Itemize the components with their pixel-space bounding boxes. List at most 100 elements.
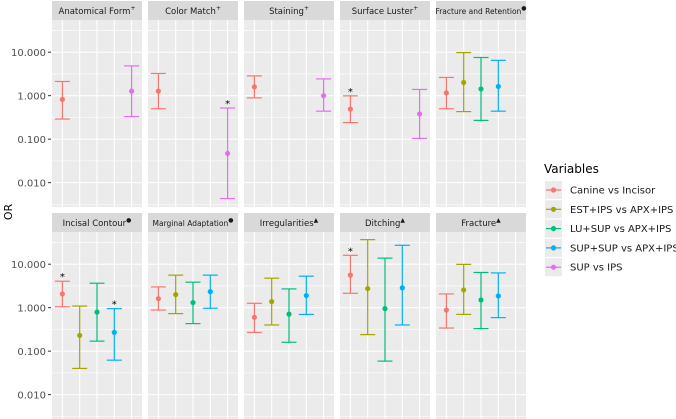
facet-title-marker: ▲ — [314, 217, 319, 224]
facet-title-marker: + — [130, 5, 135, 12]
facet-panel: Incisal Contour● * * — [52, 213, 142, 419]
legend-item: SUP+SUP vs APX+IPS — [545, 238, 676, 257]
legend-key-point — [550, 245, 557, 251]
odds-ratio-point — [190, 299, 196, 306]
facet-strip — [436, 1, 526, 20]
legend-label: SUP vs IPS — [570, 263, 623, 274]
odds-ratio-point — [111, 329, 117, 335]
facet-strip — [148, 1, 238, 20]
facet-title: Incisal Contour● — [63, 217, 132, 229]
odds-ratio-point — [207, 289, 213, 295]
errorbar-2 — [377, 257, 393, 362]
facet-title-marker: + — [216, 5, 221, 12]
y-tick-label: 0.010 — [17, 179, 46, 190]
odds-ratio-point — [478, 86, 484, 92]
errorbar-0 — [150, 286, 166, 311]
facet-panel: Fracture▲ — [436, 213, 526, 419]
facet-title: Staining+ — [269, 5, 309, 17]
facet-strip — [148, 213, 238, 232]
odds-ratio-point — [382, 306, 388, 312]
odds-ratio-point — [59, 96, 65, 103]
errorbar-0 — [438, 76, 454, 110]
odds-ratio-point — [443, 307, 449, 313]
legend-key-point — [550, 264, 557, 270]
errorbar-3: * — [106, 300, 122, 361]
errorbar-1 — [264, 277, 280, 326]
errorbar-1 — [456, 263, 472, 316]
significance-star: * — [225, 99, 230, 110]
facet-title-marker: ▲ — [496, 217, 501, 224]
odds-ratio-point — [461, 79, 467, 86]
legend-item: Canine vs Incisor — [545, 181, 656, 199]
errorbar-1 — [456, 51, 472, 113]
errorbar-2 — [473, 271, 489, 330]
errorbar-2 — [281, 288, 297, 343]
legend-title: Variables — [544, 162, 599, 176]
legend-key-point — [550, 187, 557, 193]
significance-star: * — [60, 272, 65, 283]
odds-ratio-point — [443, 90, 449, 96]
significance-star: * — [112, 300, 117, 311]
facet-title: Fracture and Retention● — [435, 5, 526, 16]
odds-ratio-point — [461, 287, 467, 293]
errorbar-3 — [490, 59, 506, 112]
errorbar-2 — [185, 281, 201, 325]
facet-panel: Ditching▲ * — [340, 213, 430, 419]
y-tick-label: 1.000 — [17, 92, 46, 103]
odds-ratio-point — [251, 314, 257, 320]
facet-panel: Staining+ — [244, 1, 334, 207]
legend-label: LU+SUP vs APX+IPS — [570, 224, 671, 235]
facet-panel: Anatomical Form+ — [52, 1, 142, 207]
odds-ratio-point — [59, 291, 65, 297]
legend-key-point — [550, 206, 557, 212]
errorbar-3 — [202, 274, 218, 309]
errorbar-0 — [438, 293, 454, 329]
y-tick-label: 1.000 — [17, 304, 46, 315]
facet-strip — [340, 213, 430, 232]
facet-title: Color Match+ — [165, 5, 221, 17]
errorbar-1 — [360, 239, 376, 336]
facet-panel: Marginal Adaptation● — [148, 213, 238, 419]
facet-panel: Color Match+ * — [148, 1, 238, 207]
errorbar-4: * — [220, 99, 236, 200]
facet-title-marker: ● — [521, 5, 526, 12]
errorbar-0 — [54, 80, 70, 120]
facet-title: Marginal Adaptation● — [153, 217, 234, 228]
y-tick-label: 0.100 — [17, 347, 46, 358]
facet-strip — [52, 213, 142, 232]
odds-ratio-point — [129, 88, 135, 94]
odds-ratio-point — [173, 291, 179, 298]
odds-ratio-point — [417, 111, 423, 117]
odds-ratio-point — [155, 296, 161, 302]
legend-item: EST+IPS vs APX+IPS — [545, 200, 673, 219]
errorbar-4 — [124, 65, 140, 118]
significance-star: * — [348, 246, 353, 257]
facet-panel: Irregularities▲ — [244, 213, 334, 419]
odds-ratio-point — [155, 88, 161, 94]
facet-strip — [244, 1, 334, 20]
legend: Variables Canine vs Incisor EST+IPS vs APX… — [544, 162, 676, 277]
y-axis-title: OR — [2, 203, 15, 220]
y-tick-label: 10.000 — [11, 48, 46, 59]
odds-ratio-point — [347, 272, 353, 278]
facet-title-marker: ● — [126, 217, 131, 224]
facet-panel: Surface Luster+ * — [340, 1, 430, 207]
errorbar-0: * — [342, 246, 358, 294]
odds-ratio-point — [399, 285, 405, 291]
facet-title: Surface Luster+ — [352, 5, 419, 17]
facet-strip — [436, 213, 526, 232]
odds-ratio-point — [365, 285, 371, 292]
errorbar-4 — [316, 78, 332, 112]
odds-ratio-point — [225, 150, 231, 157]
facet-title: Fracture▲ — [461, 217, 501, 229]
significance-star: * — [348, 87, 353, 98]
legend-label: Canine vs Incisor — [570, 186, 656, 197]
legend-label: SUP+SUP vs APX+IPS — [570, 243, 676, 254]
errorbar-3 — [394, 244, 410, 326]
odds-ratio-point — [303, 292, 309, 299]
errorbar-0: * — [54, 272, 70, 308]
y-tick-label: 0.010 — [17, 391, 46, 402]
errorbar-2 — [473, 56, 489, 121]
